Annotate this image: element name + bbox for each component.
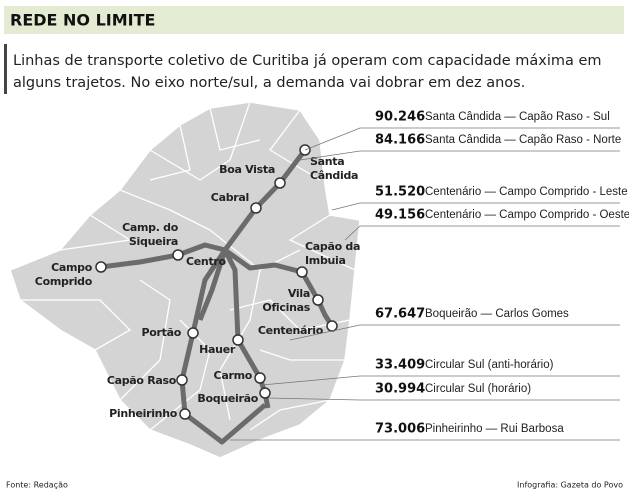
station-marker xyxy=(326,320,338,332)
station-label: Comprido xyxy=(35,275,93,288)
station-label: Centro xyxy=(186,255,227,268)
station-marker xyxy=(254,372,266,384)
station-marker xyxy=(312,294,324,306)
station-marker xyxy=(274,177,286,189)
line-name: Centenário — Campo Comprido - Oeste xyxy=(425,209,629,221)
line-name: Santa Cândida — Capão Raso - Norte xyxy=(425,134,621,146)
leader-line xyxy=(344,225,620,241)
station-label: Camp. do xyxy=(122,221,179,234)
station-label: Imbuia xyxy=(305,254,346,267)
station-marker xyxy=(95,261,107,273)
station-label: Centenário xyxy=(258,324,324,337)
station-label: Campo xyxy=(51,261,93,274)
station-label: Boa Vista xyxy=(219,163,275,176)
station-label: Pinheirinho xyxy=(109,407,178,420)
subtitle-bar xyxy=(4,44,7,94)
station-marker xyxy=(187,327,199,339)
source: Fonte: Redação xyxy=(6,481,68,490)
leader-line xyxy=(261,375,620,386)
leader-line xyxy=(299,150,620,161)
station-label: Cabral xyxy=(211,191,249,204)
station-marker xyxy=(296,266,308,278)
station-label: Cândida xyxy=(310,169,358,182)
line-demand: 51.520 xyxy=(375,185,425,200)
station-label: Carmo xyxy=(214,369,253,382)
title-bar xyxy=(4,6,624,34)
title: REDE NO LIMITE xyxy=(10,11,155,30)
station-marker xyxy=(172,249,184,261)
line-demand: 30.994 xyxy=(375,382,425,397)
credit: Infografia: Gazeta do Povo xyxy=(517,481,623,490)
station-label: Portão xyxy=(142,326,182,339)
line-name: Circular Sul (anti-horário) xyxy=(425,359,554,371)
station-label: Capão Raso xyxy=(107,374,177,387)
line-name: Circular Sul (horário) xyxy=(425,383,531,395)
line-demand: 33.409 xyxy=(375,358,425,373)
line-demand: 84.166 xyxy=(375,133,425,148)
station-marker xyxy=(232,334,244,346)
subtitle: Linhas de transporte coletivo de Curitib… xyxy=(13,53,602,69)
line-name: Santa Cândida — Capão Raso - Sul xyxy=(425,111,610,123)
line-demand: 67.647 xyxy=(375,307,425,322)
station-label: Vila xyxy=(288,287,310,300)
station-marker xyxy=(176,374,188,386)
line-name: Centenário — Campo Comprido - Leste xyxy=(425,186,628,198)
station-label: Siqueira xyxy=(129,235,178,248)
line-demand: 49.156 xyxy=(375,208,425,223)
leader-line xyxy=(289,324,620,341)
leader-line xyxy=(331,202,620,211)
subtitle: alguns trajetos. No eixo norte/sul, a de… xyxy=(13,75,525,91)
station-label: Santa xyxy=(310,155,344,168)
line-name: Pinheirinho — Rui Barbosa xyxy=(425,423,564,435)
station-label: Capão da xyxy=(305,240,360,253)
station-marker xyxy=(259,387,271,399)
station-label: Boqueirão xyxy=(197,392,258,405)
line-name: Boqueirão — Carlos Gomes xyxy=(425,308,569,320)
leader-line xyxy=(267,397,620,401)
station-label: Hauer xyxy=(199,343,236,356)
station-label: Oficinas xyxy=(262,301,310,314)
line-demand: 73.006 xyxy=(375,422,425,437)
station-marker xyxy=(250,202,262,214)
station-marker xyxy=(179,408,191,420)
leader-line xyxy=(304,127,620,151)
line-demand: 90.246 xyxy=(375,110,425,125)
